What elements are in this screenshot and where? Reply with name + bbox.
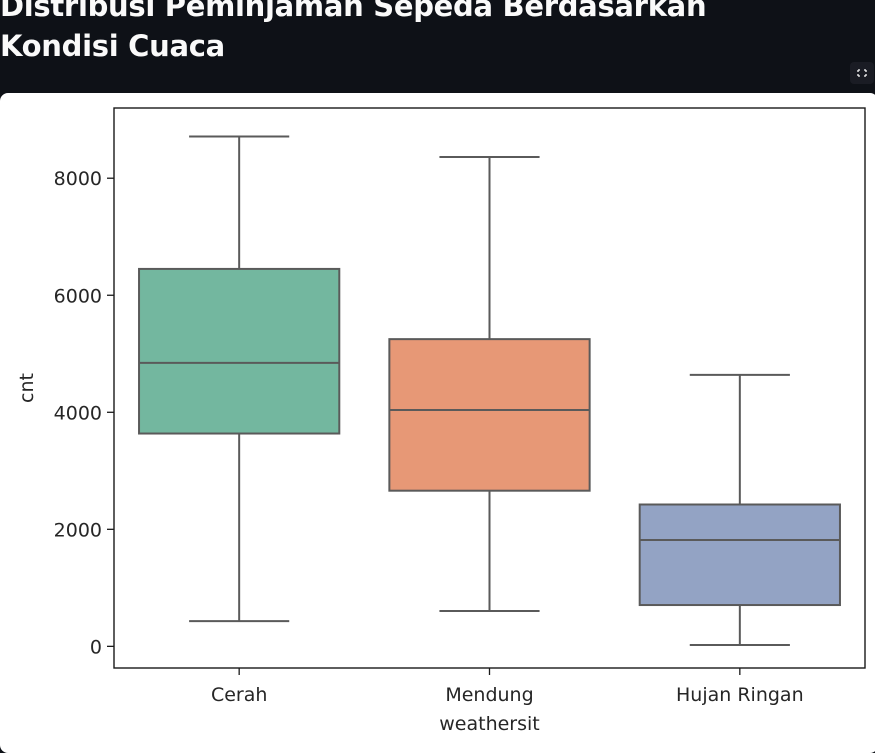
- y-tick-label: 4000: [54, 402, 102, 424]
- x-tick-label: Cerah: [211, 684, 267, 706]
- fullscreen-icon: [857, 69, 867, 77]
- y-axis-label: cnt: [16, 373, 38, 403]
- y-axis-ticks: 0 2000 4000 6000 8000: [54, 168, 114, 658]
- x-tick-label: Hujan Ringan: [676, 684, 804, 706]
- chart-card: 0 2000 4000 6000 8000 Cerah Mendung Hujan Ring…: [0, 93, 875, 753]
- y-tick-label: 2000: [54, 519, 102, 541]
- fullscreen-button[interactable]: [850, 62, 874, 84]
- box-iqr: [388, 338, 591, 492]
- y-tick-label: 6000: [54, 285, 102, 307]
- x-axis-label: weathersit: [439, 713, 540, 735]
- plot-frame: [113, 107, 866, 669]
- x-tick-label: Mendung: [445, 684, 533, 706]
- boxplot-chart: 0 2000 4000 6000 8000 Cerah Mendung Hujan Ring…: [16, 107, 866, 735]
- box-mendung: [388, 156, 591, 612]
- page-title: Distribusi Peminjaman Sepeda Berdasarkan…: [0, 0, 707, 63]
- box-cerah: [138, 135, 341, 623]
- x-axis-ticks: Cerah Mendung Hujan Ringan: [211, 668, 804, 706]
- box-hujan-ringan: [638, 373, 841, 647]
- y-tick-label: 0: [90, 636, 102, 658]
- box-iqr: [138, 267, 341, 435]
- y-tick-label: 8000: [54, 168, 102, 190]
- boxes-layer: [138, 135, 841, 647]
- box-iqr: [638, 503, 841, 607]
